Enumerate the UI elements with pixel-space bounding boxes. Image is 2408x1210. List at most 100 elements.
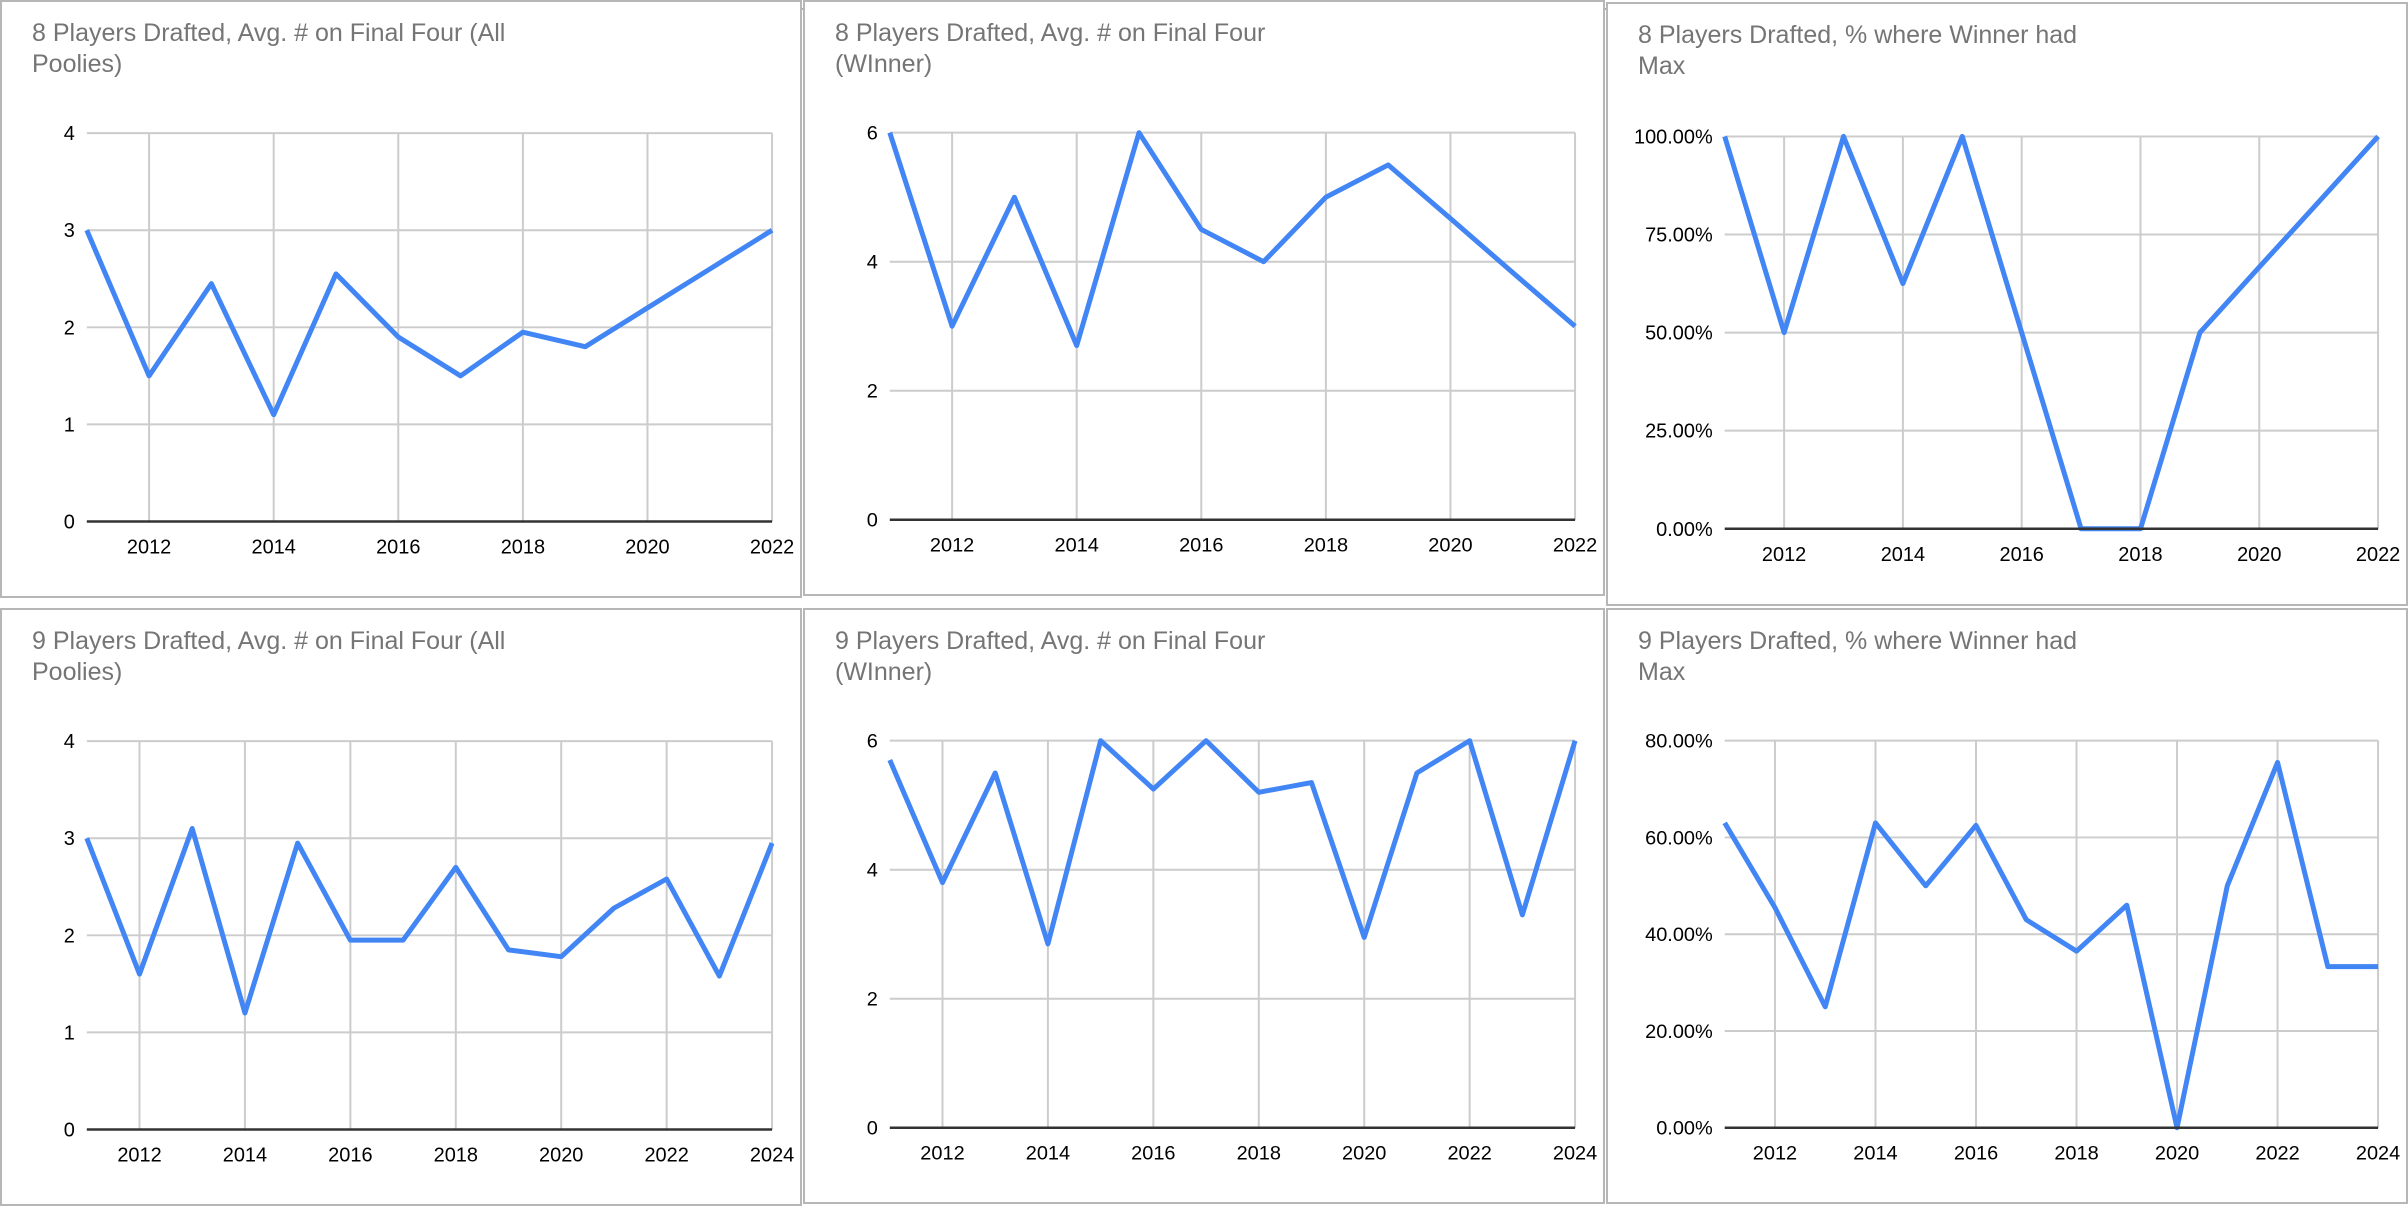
x-axis-labels: 2012 2014 2016 2018 2020 2022 2024: [1753, 1142, 2400, 1164]
svg-text:2: 2: [867, 381, 878, 403]
data-line: [1722, 133, 2380, 532]
svg-text:2016: 2016: [1954, 1142, 1998, 1164]
svg-text:2020: 2020: [625, 536, 669, 558]
svg-text:2020: 2020: [2155, 1142, 2199, 1164]
data-line: [1722, 759, 2379, 1131]
svg-text:2018: 2018: [501, 536, 545, 558]
svg-text:3: 3: [64, 828, 75, 850]
svg-text:0.00%: 0.00%: [1656, 1118, 1713, 1140]
svg-text:1: 1: [64, 1022, 75, 1044]
chart-title: 8 Players Drafted, Avg. # on Final Four …: [32, 19, 506, 78]
svg-text:2012: 2012: [117, 1144, 161, 1166]
line-chart-svg: 0.00%25.00%50.00%75.00%100.00%2012 2014 20…: [1634, 126, 2400, 566]
svg-text:2: 2: [64, 925, 75, 947]
svg-text:2014: 2014: [1881, 544, 1925, 566]
svg-text:6: 6: [867, 731, 878, 753]
svg-text:4: 4: [867, 252, 878, 274]
svg-text:2024: 2024: [2356, 1142, 2400, 1164]
svg-text:2: 2: [64, 317, 75, 339]
svg-text:2012: 2012: [920, 1142, 964, 1164]
x-axis-labels: 2012 2014 2016 2018 2020 2022 2024: [920, 1142, 1597, 1164]
svg-text:2020: 2020: [2237, 544, 2281, 566]
gridlines: [86, 740, 774, 1130]
svg-text:60.00%: 60.00%: [1645, 827, 1713, 849]
gridlines: [889, 131, 1577, 520]
chart-card: 0 2 4 6 2012 2014 2016 2018 2020 2022 2024 9 Playe…: [803, 608, 1605, 1204]
svg-text:50.00%: 50.00%: [1645, 323, 1713, 345]
svg-text:2018: 2018: [1304, 534, 1348, 556]
svg-text:2024: 2024: [1553, 1142, 1597, 1164]
svg-text:20.00%: 20.00%: [1645, 1021, 1713, 1043]
svg-text:2012: 2012: [1762, 544, 1806, 566]
svg-text:2014: 2014: [1853, 1142, 1897, 1164]
svg-text:4: 4: [867, 860, 878, 882]
svg-text:3: 3: [64, 220, 75, 242]
line-chart-svg: 0 2 4 6 2012 2014 2016 2018 2020 2022: [867, 123, 1598, 557]
y-axis-labels: 0 1 2 3 4: [64, 123, 75, 533]
x-axis-labels: 2012 2014 2016 2018 2020 2022: [1762, 544, 2400, 566]
svg-text:2018: 2018: [2118, 544, 2162, 566]
svg-text:2018: 2018: [434, 1144, 478, 1166]
svg-text:2016: 2016: [1131, 1142, 1175, 1164]
svg-text:80.00%: 80.00%: [1645, 731, 1713, 753]
svg-text:2012: 2012: [1753, 1142, 1797, 1164]
line-chart-svg: 0 1 2 3 4 2012 2014 2016 2018 2020 2022 2024: [64, 731, 795, 1166]
line-chart-svg: 0 2 4 6 2012 2014 2016 2018 2020 2022 2024: [867, 731, 1598, 1165]
svg-text:40.00%: 40.00%: [1645, 924, 1713, 946]
chart-card: 0.00% 20.00% 40.00% 60.00% 80.00% 2012 2014 201…: [1606, 608, 2408, 1204]
chart-card: 0 1 2 3 4 2012 2014 2016 2018 2020 2022 2024 9 Play…: [0, 608, 802, 1206]
svg-text:2022: 2022: [1553, 534, 1597, 556]
x-axis-labels: 2012 2014 2016 2018 2020 2022: [127, 536, 794, 558]
svg-text:2014: 2014: [223, 1144, 267, 1166]
y-axis-labels: 0 2 4 6: [867, 731, 878, 1140]
svg-text:1: 1: [64, 414, 75, 436]
svg-text:2024: 2024: [750, 1144, 794, 1166]
chart-card: 0 2 4 6 2012 2014 2016 2018 2020 2022 8 Players D…: [803, 0, 1605, 596]
chart-title: 8 Players Drafted, Avg. # on Final Four …: [835, 19, 1266, 78]
data-line: [887, 130, 1577, 349]
svg-text:0: 0: [867, 510, 878, 532]
svg-text:2012: 2012: [930, 534, 974, 556]
svg-text:0: 0: [64, 1119, 75, 1141]
gridlines: [889, 739, 1577, 1128]
svg-text:2014: 2014: [252, 536, 296, 558]
y-axis-labels: 0.00% 20.00% 40.00% 60.00% 80.00%: [1645, 731, 1713, 1140]
chart-title: 8 Players Drafted, % where Winner had Ma…: [1638, 21, 2078, 80]
line-chart-svg: 0 1 2 3 4 2012 2014 2016 2018 2020 2022: [64, 123, 795, 558]
data-line: [84, 228, 774, 418]
chart-card: 0.00% 25.00% 50.00% 75.00% 100.00% 2012 2014 20…: [1606, 2, 2408, 606]
chart-card: 0 1 2 3 4 2012 2014 2016 2018 2020 2022 8 Players …: [0, 0, 802, 598]
svg-text:2: 2: [867, 989, 878, 1011]
svg-text:2020: 2020: [539, 1144, 583, 1166]
svg-text:25.00%: 25.00%: [1645, 421, 1713, 443]
svg-text:2022: 2022: [2255, 1142, 2299, 1164]
svg-text:2022: 2022: [1447, 1142, 1491, 1164]
svg-text:2020: 2020: [1342, 1142, 1386, 1164]
svg-text:75.00%: 75.00%: [1645, 224, 1713, 246]
chart-title: 9 Players Drafted, % where Winner had Ma…: [1638, 627, 2078, 686]
line-chart-svg: 0.00%20.00%40.00%60.00%80.00%2012 2014 201…: [1645, 731, 2400, 1165]
y-axis-labels: 0 2 4 6: [867, 123, 878, 532]
svg-text:2022: 2022: [2356, 544, 2400, 566]
chart-title: 9 Players Drafted, Avg. # on Final Four …: [32, 627, 506, 686]
chart-title: 9 Players Drafted, Avg. # on Final Four …: [835, 627, 1266, 686]
svg-text:6: 6: [867, 123, 878, 145]
svg-text:2022: 2022: [750, 536, 794, 558]
svg-text:2014: 2014: [1026, 1142, 1070, 1164]
svg-text:4: 4: [64, 123, 75, 145]
svg-text:2014: 2014: [1055, 534, 1099, 556]
svg-text:2018: 2018: [2054, 1142, 2098, 1164]
svg-text:0: 0: [64, 511, 75, 533]
x-axis-labels: 2012 2014 2016 2018 2020 2022 2024: [117, 1144, 794, 1166]
y-axis-labels: 0 1 2 3 4: [64, 731, 75, 1141]
y-axis-labels: 0.00% 25.00% 50.00% 75.00% 100.00%: [1634, 126, 1713, 540]
svg-text:2018: 2018: [1237, 1142, 1281, 1164]
svg-text:2012: 2012: [127, 536, 171, 558]
svg-text:2020: 2020: [1428, 534, 1472, 556]
x-axis-labels: 2012 2014 2016 2018 2020 2022: [930, 534, 1597, 556]
svg-text:2022: 2022: [644, 1144, 688, 1166]
svg-text:0.00%: 0.00%: [1656, 519, 1713, 541]
svg-text:2016: 2016: [2000, 544, 2044, 566]
svg-text:2016: 2016: [1179, 534, 1223, 556]
